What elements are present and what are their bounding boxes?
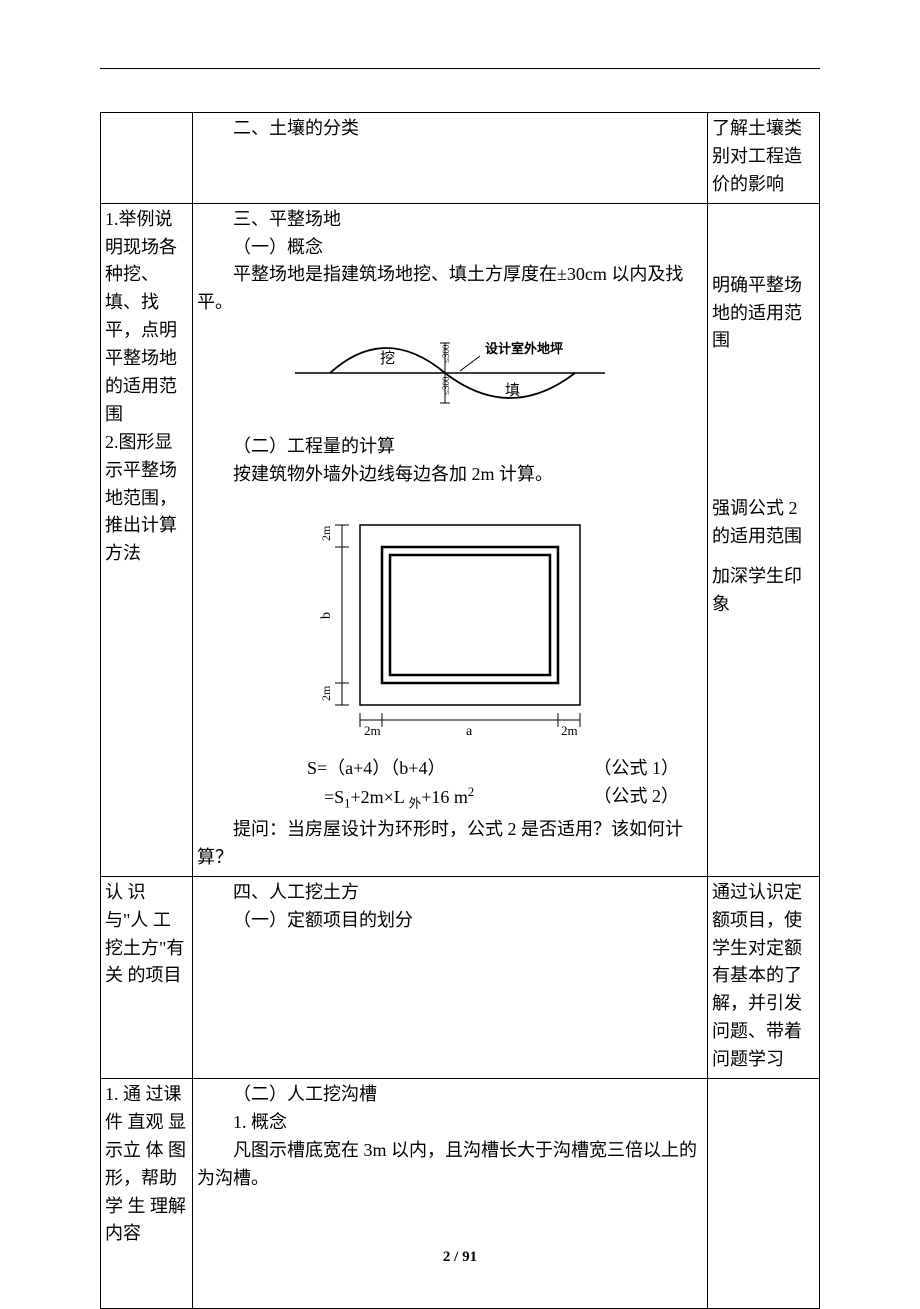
dim-2m-bl2: 2m xyxy=(319,685,333,701)
dim-2m-tl: 2m xyxy=(319,525,333,541)
left-notes: 1. 通 过课 件 直观 显 示立 体 图形，帮助学 生 理解内容 xyxy=(105,1081,188,1248)
page-number: 2 / 91 xyxy=(0,1249,920,1266)
page: 二、土壤的分类 了解土壤类别对工程造价的影响 1.举例说明现场各种挖、填、找平，… xyxy=(0,0,920,1302)
formula-2-tag: （公式 2） xyxy=(474,783,703,814)
cell-left: 认 识 与"人 工挖土方"有 关 的项目 xyxy=(101,876,193,1078)
label-tian: 填 xyxy=(505,382,520,399)
dim-2m-bl: 2m xyxy=(364,723,381,738)
note-text: 了解土壤类别对工程造价的影响 xyxy=(712,115,815,199)
paragraph: 按建筑物外墙外边线每边各加 2m 计算。 xyxy=(197,461,703,489)
cell-right: 通过认识定额项目，使学生对定额有基本的了解，并引发问题、带着问题学习 xyxy=(708,876,820,1078)
note-text: 通过认识定额项目，使学生对定额有基本的了解，并引发问题、带着问题学习 xyxy=(712,879,815,1074)
dim-lower: ≤300 xyxy=(441,376,451,395)
formula-line-1: S=（a+4）（b+4） （公式 1） xyxy=(197,755,703,783)
subsection-title: （一）概念 xyxy=(197,234,703,262)
cell-mid: 四、人工挖土方 （一）定额项目的划分 xyxy=(193,876,708,1078)
header-rule xyxy=(100,68,820,69)
cell-right: 了解土壤类别对工程造价的影响 xyxy=(708,113,820,204)
lesson-table: 二、土壤的分类 了解土壤类别对工程造价的影响 1.举例说明现场各种挖、填、找平，… xyxy=(100,112,820,1309)
note-text: 加深学生印象 xyxy=(712,563,815,619)
plan-svg: 2m a 2m 2m b 2m xyxy=(290,495,610,745)
page-total: 91 xyxy=(462,1249,477,1265)
cell-mid: 三、平整场地 （一）概念 平整场地是指建筑场地挖、填土方厚度在±30cm 以内及… xyxy=(193,203,708,876)
dim-2m-br: 2m xyxy=(561,723,578,738)
formula-1-tag: （公式 1） xyxy=(445,755,703,783)
figure-cutfill: 挖 填 设计室外地坪 ≤300 ≤300 xyxy=(197,323,703,423)
dim-b: b xyxy=(319,612,334,619)
label-design-grade: 设计室外地坪 xyxy=(485,341,563,356)
label-wa: 挖 xyxy=(380,350,395,367)
subsection-title: （二）工程量的计算 xyxy=(197,433,703,461)
table-row: 1. 通 过课 件 直观 显 示立 体 图形，帮助学 生 理解内容 （二）人工挖… xyxy=(101,1079,820,1309)
cell-mid: 二、土壤的分类 xyxy=(193,113,708,204)
cell-left xyxy=(101,113,193,204)
paragraph: 平整场地是指建筑场地挖、填土方厚度在±30cm 以内及找平。 xyxy=(197,261,703,317)
formula-line-2: =S1+2m×L 外+16 m2 （公式 2） xyxy=(197,783,703,814)
paragraph: 凡图示槽底宽在 3m 以内，且沟槽长大于沟槽宽三倍以上的为沟槽。 xyxy=(197,1137,703,1193)
page-sep: / xyxy=(450,1249,462,1265)
section-title: 四、人工挖土方 xyxy=(197,879,703,907)
cell-left: 1.举例说明现场各种挖、填、找平，点明平整场地的适用范围 2.图形显示平整场地范… xyxy=(101,203,193,876)
formula-block: S=（a+4）（b+4） （公式 1） =S1+2m×L 外+16 m2 （公式… xyxy=(197,755,703,814)
note-text: 明确平整场地的适用范围 xyxy=(712,272,815,356)
subsection-title: （一）定额项目的划分 xyxy=(197,907,703,935)
table-row: 认 识 与"人 工挖土方"有 关 的项目 四、人工挖土方 （一）定额项目的划分 … xyxy=(101,876,820,1078)
cell-right: 明确平整场地的适用范围 强调公式 2的适用范围 加深学生印象 xyxy=(708,203,820,876)
table-row: 1.举例说明现场各种挖、填、找平，点明平整场地的适用范围 2.图形显示平整场地范… xyxy=(101,203,820,876)
dim-a: a xyxy=(466,724,473,739)
figure-plan: 2m a 2m 2m b 2m xyxy=(197,495,703,745)
cell-mid: （二）人工挖沟槽 1. 概念 凡图示槽底宽在 3m 以内，且沟槽长大于沟槽宽三倍… xyxy=(193,1079,708,1309)
cell-left: 1. 通 过课 件 直观 显 示立 体 图形，帮助学 生 理解内容 xyxy=(101,1079,193,1309)
table-row: 二、土壤的分类 了解土壤类别对工程造价的影响 xyxy=(101,113,820,204)
subsection-title: （二）人工挖沟槽 xyxy=(197,1081,703,1109)
section-title: 三、平整场地 xyxy=(197,206,703,234)
heading: 1. 概念 xyxy=(197,1109,703,1137)
cell-right xyxy=(708,1079,820,1309)
left-notes: 1.举例说明现场各种挖、填、找平，点明平整场地的适用范围 2.图形显示平整场地范… xyxy=(105,206,188,569)
dim-upper: ≤300 xyxy=(441,344,451,363)
section-title: 二、土壤的分类 xyxy=(197,115,703,143)
left-notes: 认 识 与"人 工挖土方"有 关 的项目 xyxy=(105,879,188,991)
formula-1: S=（a+4）（b+4） xyxy=(197,755,445,783)
question: 提问：当房屋设计为环形时，公式 2 是否适用？该如何计算？ xyxy=(197,816,703,872)
formula-2: =S1+2m×L 外+16 m2 xyxy=(197,783,474,814)
note-text: 强调公式 2的适用范围 xyxy=(712,495,815,551)
cutfill-svg: 挖 填 设计室外地坪 ≤300 ≤300 xyxy=(285,323,615,423)
